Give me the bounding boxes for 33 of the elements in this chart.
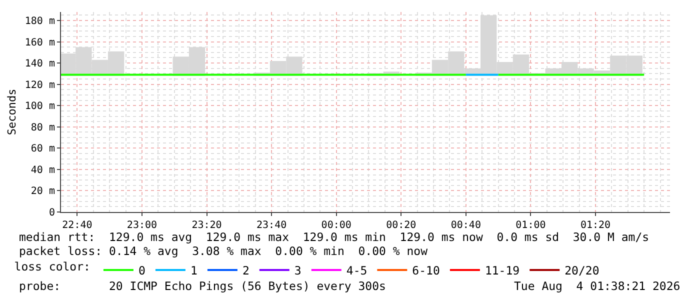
x-tick-label: 00:20 [386, 220, 416, 231]
y-tick-label: 80 m [30, 122, 55, 134]
legend-title: loss color: [14, 259, 90, 274]
x-tick-label: 22:40 [62, 220, 92, 231]
y-tick-label: 120 m [24, 80, 55, 91]
y-tick-label: 0 [48, 208, 55, 218]
text: Tue Aug 4 01:38:21 2026 [514, 279, 680, 293]
y-axis-title: Seconds [6, 88, 19, 136]
y-tick-label: 100 m [24, 101, 55, 112]
y-tick-label: 40 m [30, 164, 55, 176]
text: packet loss: 0.14 % avg 3.08 % max 0.00 % min 0.00 % now [19, 244, 428, 258]
y-tick-label: 140 m [24, 58, 55, 70]
legend-label: 1 [190, 263, 198, 278]
x-tick-label: 01:00 [516, 220, 546, 231]
x-tick-label: 00:40 [450, 220, 481, 231]
text: median rtt: 129.0 ms avg 129.0 ms max 129.0 ms min 129.0 ms now 0.0 ms sd 30.0 M am/s [19, 230, 650, 244]
legend-label: 11-19 [484, 263, 520, 278]
y-tick-label: 20 m [30, 186, 55, 198]
legend-label: 2 [242, 263, 250, 278]
y-tick-label: 160 m [24, 37, 55, 48]
y-tick-label: 180 m [24, 16, 55, 28]
legend-label: 6-10 [412, 263, 440, 278]
x-tick-label: 01:20 [580, 220, 611, 231]
legend-label: 20/20 [564, 263, 600, 278]
x-tick-label: 23:00 [126, 220, 158, 231]
x-tick-label: 23:20 [192, 220, 222, 231]
legend-label: 4-5 [346, 263, 368, 278]
y-tick-label: 60 m [30, 144, 55, 155]
legend-label: 3 [294, 263, 302, 278]
x-tick-label: 00:00 [321, 220, 352, 231]
legend-label: 0 [138, 263, 146, 278]
x-tick-label: 23:40 [256, 220, 287, 231]
text: probe: 20 ICMP Echo Pings (56 Bytes) every 300s [19, 279, 386, 293]
